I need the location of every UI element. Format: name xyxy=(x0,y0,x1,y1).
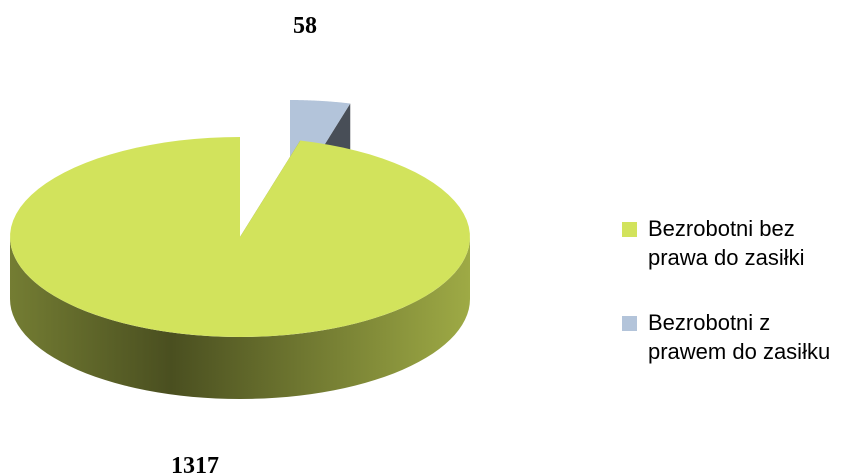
slice xyxy=(10,137,470,337)
legend-swatch xyxy=(622,222,637,237)
data-label: 1317 xyxy=(171,453,219,475)
data-label: 58 xyxy=(293,13,317,39)
legend-label: Bezrobotni bez prawa do zasiłki xyxy=(648,216,805,270)
legend-label: Bezrobotni z prawem do zasiłku xyxy=(648,310,831,364)
legend-swatch xyxy=(622,316,637,331)
legend-item: Bezrobotni bez prawa do zasiłki xyxy=(622,214,848,272)
slice-side xyxy=(10,237,470,399)
legend: Bezrobotni bez prawa do zasiłki Bezrobotn… xyxy=(622,214,856,402)
legend-item: Bezrobotni z prawem do zasiłku xyxy=(622,308,848,366)
